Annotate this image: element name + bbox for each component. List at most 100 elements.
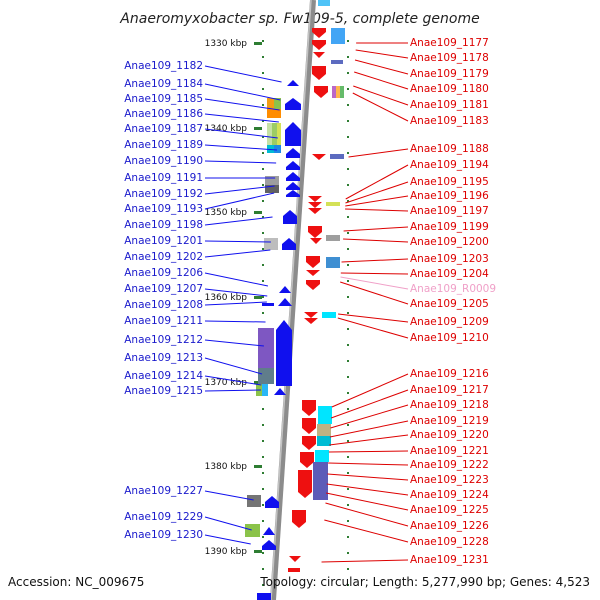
- gene-arrow[interactable]: [312, 154, 326, 160]
- gene-label[interactable]: Anae109_1215: [124, 385, 203, 397]
- gene-label[interactable]: Anae109_1221: [410, 445, 489, 457]
- gene-arrow[interactable]: [285, 98, 301, 110]
- gene-arrow[interactable]: [312, 28, 326, 38]
- gene-block[interactable]: [322, 312, 336, 318]
- gene-block[interactable]: [265, 176, 279, 185]
- gene-label[interactable]: Anae109_1225: [410, 504, 489, 516]
- gene-arrow[interactable]: [302, 418, 316, 434]
- gene-label[interactable]: Anae109_1198: [124, 219, 203, 231]
- gene-label[interactable]: Anae109_1208: [124, 299, 203, 311]
- gene-arrow[interactable]: [308, 196, 322, 202]
- gene-label[interactable]: Anae109_1196: [410, 190, 489, 202]
- gene-block[interactable]: [336, 86, 340, 98]
- gene-label[interactable]: Anae109_1212: [124, 334, 203, 346]
- gene-label[interactable]: Anae109_1224: [410, 489, 489, 501]
- gene-arrow[interactable]: [298, 470, 312, 498]
- gene-arrow[interactable]: [300, 452, 314, 468]
- gene-block[interactable]: [267, 98, 274, 109]
- gene-block[interactable]: [313, 462, 328, 500]
- gene-label[interactable]: Anae109_1180: [410, 83, 489, 95]
- gene-label[interactable]: Anae109_1185: [124, 93, 203, 105]
- gene-arrow[interactable]: [308, 208, 322, 214]
- gene-arrow[interactable]: [286, 190, 300, 197]
- gene-block[interactable]: [245, 524, 260, 537]
- gene-block[interactable]: [340, 86, 344, 98]
- gene-label[interactable]: Anae109_1178: [410, 52, 489, 64]
- gene-label[interactable]: Anae109_1182: [124, 60, 203, 72]
- gene-block[interactable]: [318, 406, 332, 424]
- gene-block[interactable]: [331, 60, 343, 64]
- gene-label[interactable]: Anae109_1209: [410, 316, 489, 328]
- gene-block[interactable]: [274, 98, 281, 109]
- gene-arrow[interactable]: [274, 388, 286, 395]
- gene-label[interactable]: Anae109_1188: [410, 143, 489, 155]
- gene-arrow[interactable]: [286, 161, 300, 170]
- gene-arrow[interactable]: [285, 122, 301, 146]
- gene-label[interactable]: Anae109_1199: [410, 221, 489, 233]
- gene-label[interactable]: Anae109_1181: [410, 99, 489, 111]
- gene-block[interactable]: [258, 328, 274, 368]
- gene-label[interactable]: Anae109_1211: [124, 315, 203, 327]
- gene-block[interactable]: [257, 593, 271, 600]
- gene-label[interactable]: Anae109_1200: [410, 236, 489, 248]
- gene-arrow[interactable]: [287, 80, 299, 86]
- gene-label[interactable]: Anae109_1214: [124, 370, 203, 382]
- gene-block[interactable]: [332, 86, 336, 98]
- gene-label[interactable]: Anae109_1223: [410, 474, 489, 486]
- gene-block[interactable]: [326, 235, 340, 241]
- gene-arrow[interactable]: [276, 320, 292, 386]
- gene-arrow[interactable]: [304, 312, 318, 318]
- gene-arrow[interactable]: [306, 280, 320, 290]
- gene-label[interactable]: Anae109_1216: [410, 368, 489, 380]
- gene-arrow[interactable]: [265, 496, 279, 508]
- gene-block[interactable]: [265, 185, 279, 193]
- gene-block[interactable]: [315, 450, 329, 462]
- gene-arrow[interactable]: [312, 66, 326, 80]
- gene-label[interactable]: Anae109_1229: [124, 511, 203, 523]
- gene-label[interactable]: Anae109_1219: [410, 415, 489, 427]
- gene-label[interactable]: Anae109_1192: [124, 188, 203, 200]
- gene-arrow[interactable]: [306, 270, 320, 276]
- gene-arrow[interactable]: [278, 298, 292, 306]
- gene-block[interactable]: [262, 303, 274, 306]
- gene-arrow[interactable]: [313, 52, 325, 58]
- gene-block[interactable]: [264, 238, 278, 250]
- gene-label[interactable]: Anae109_1217: [410, 384, 489, 396]
- gene-label[interactable]: Anae109_1190: [124, 155, 203, 167]
- gene-arrow[interactable]: [286, 182, 300, 190]
- gene-block[interactable]: [317, 424, 331, 436]
- gene-arrow[interactable]: [286, 172, 300, 181]
- gene-arrow[interactable]: [263, 527, 275, 535]
- gene-arrow[interactable]: [289, 556, 301, 562]
- gene-block[interactable]: [317, 436, 331, 446]
- gene-label[interactable]: Anae109_1228: [410, 536, 489, 548]
- gene-label[interactable]: Anae109_1226: [410, 520, 489, 532]
- gene-arrow[interactable]: [308, 202, 322, 208]
- gene-block[interactable]: [331, 28, 345, 44]
- gene-label[interactable]: Anae109_1187: [124, 123, 203, 135]
- gene-block[interactable]: [288, 568, 300, 572]
- gene-label[interactable]: Anae109_1210: [410, 332, 489, 344]
- gene-arrow[interactable]: [279, 286, 291, 293]
- gene-block[interactable]: [262, 384, 268, 396]
- gene-label[interactable]: Anae109_1205: [410, 298, 489, 310]
- gene-label[interactable]: Anae109_1231: [410, 554, 489, 566]
- gene-block[interactable]: [267, 123, 272, 145]
- gene-label[interactable]: Anae109_1191: [124, 172, 203, 184]
- gene-block[interactable]: [318, 0, 330, 6]
- gene-label[interactable]: Anae109_1201: [124, 235, 203, 247]
- gene-arrow[interactable]: [302, 400, 316, 416]
- gene-arrow[interactable]: [314, 86, 328, 98]
- gene-block[interactable]: [267, 145, 274, 153]
- gene-label[interactable]: Anae109_1189: [124, 139, 203, 151]
- gene-label[interactable]: Anae109_1193: [124, 203, 203, 215]
- gene-arrow[interactable]: [286, 148, 300, 158]
- gene-label[interactable]: Anae109_1177: [410, 37, 489, 49]
- gene-label[interactable]: Anae109_R0009: [410, 283, 496, 295]
- gene-arrow[interactable]: [310, 238, 322, 244]
- gene-label[interactable]: Anae109_1227: [124, 485, 203, 497]
- gene-block[interactable]: [258, 368, 274, 384]
- gene-label[interactable]: Anae109_1222: [410, 459, 489, 471]
- gene-arrow[interactable]: [262, 540, 276, 550]
- gene-arrow[interactable]: [304, 318, 318, 324]
